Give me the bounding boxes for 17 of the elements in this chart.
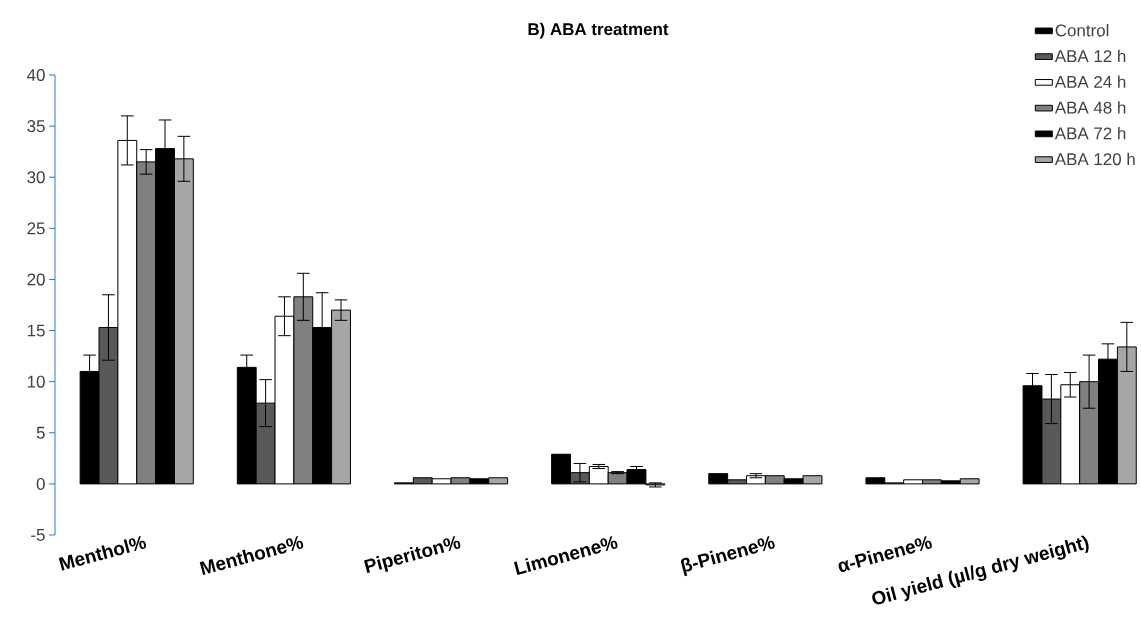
y-tick-label: 15 [27,324,45,337]
chart-title: B) ABA treatment [528,22,669,39]
y-tick-label: 25 [27,222,45,235]
legend-label: ABA 12 h [1054,49,1126,63]
y-tick-label: 30 [27,171,45,184]
y-tick-label: 35 [27,120,45,133]
y-tick-label: -5 [31,529,45,541]
legend-label: ABA 120 h [1054,152,1135,166]
y-tick-label: 40 [27,69,45,81]
legend-label: Control [1055,23,1109,37]
y-tick-label: 5 [36,426,45,439]
y-tick-label: 10 [27,375,45,388]
legend-label: ABA 72 h [1054,127,1126,140]
y-tick-label: 20 [27,273,45,286]
legend-label: ABA 24 h [1054,75,1126,88]
legend-label: ABA 48 h [1054,101,1126,114]
y-tick-label: 0 [36,477,45,490]
